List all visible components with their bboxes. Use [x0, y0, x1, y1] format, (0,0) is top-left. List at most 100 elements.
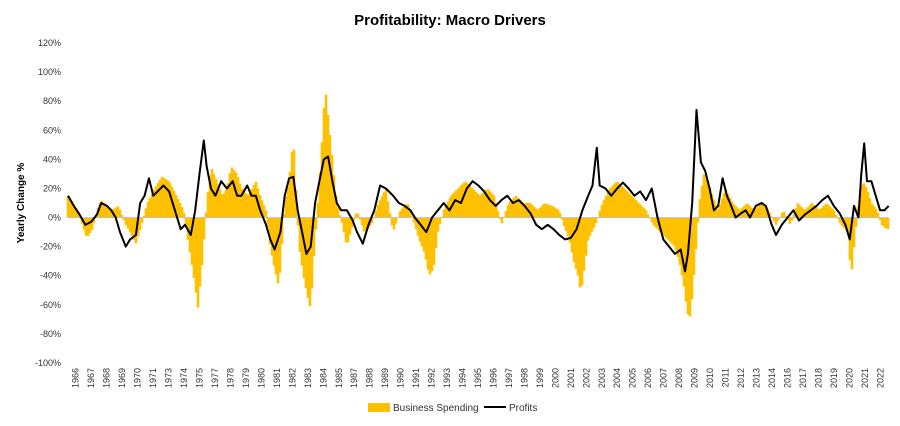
bar: [338, 215, 342, 218]
bar: [476, 193, 480, 218]
bar: [546, 204, 550, 218]
bar: [816, 208, 820, 218]
bar: [504, 211, 508, 218]
bar: [466, 183, 470, 218]
x-tick-label: 2008: [674, 368, 684, 388]
bar: [174, 194, 178, 218]
bar: [586, 217, 590, 241]
bar: [282, 214, 286, 218]
bar: [626, 192, 630, 218]
legend-label-profits: Profits: [509, 403, 537, 414]
bar: [604, 196, 608, 218]
x-tick-label: 1992: [427, 368, 437, 388]
bar: [680, 217, 684, 276]
bar: [852, 217, 856, 248]
bar: [700, 185, 704, 218]
bar: [144, 208, 148, 218]
y-tick-label: 40%: [43, 154, 61, 164]
bar: [770, 216, 774, 218]
x-tick-label: 2020: [844, 368, 854, 388]
bar: [68, 198, 72, 218]
y-tick-label: 0%: [48, 213, 61, 223]
x-tick-label: 1983: [303, 368, 313, 388]
bar: [590, 217, 594, 232]
bar: [210, 169, 214, 218]
bar: [752, 209, 756, 218]
x-tick-label: 1980: [256, 368, 266, 388]
bar: [444, 205, 448, 218]
bar: [492, 195, 496, 218]
y-tick-label: -60%: [40, 300, 61, 310]
bar: [880, 217, 884, 226]
bar: [242, 191, 246, 218]
bar: [92, 217, 96, 223]
bar: [836, 217, 840, 219]
bar: [664, 217, 668, 238]
bar: [636, 202, 640, 218]
x-tick-label: 1997: [504, 368, 514, 388]
bar: [828, 206, 832, 218]
bar: [802, 209, 806, 218]
bar: [424, 217, 428, 260]
bar: [552, 207, 556, 218]
bar: [650, 217, 654, 223]
bar: [110, 209, 114, 218]
chart-title: Profitability: Macro Drivers: [354, 12, 546, 29]
bar: [120, 214, 124, 218]
bar: [390, 217, 394, 226]
bar: [432, 217, 436, 265]
bar: [198, 217, 202, 287]
bar: [406, 204, 410, 218]
bar: [774, 217, 778, 225]
y-tick-label: 120%: [38, 38, 61, 48]
bar: [748, 205, 752, 218]
bar: [146, 201, 150, 218]
bar: [382, 192, 386, 218]
bar: [290, 151, 294, 218]
bar: [326, 114, 330, 218]
y-tick-layer: 120% 100% 80% 60% 40% 20% 0% -20% -40% -60% -80% -1…: [35, 38, 61, 368]
bar: [704, 177, 708, 218]
bar: [572, 217, 576, 263]
bar: [248, 192, 252, 218]
bar: [420, 217, 424, 247]
bar: [148, 197, 152, 218]
bar: [190, 217, 194, 265]
bar: [830, 208, 834, 218]
x-tick-label: 1993: [442, 368, 452, 388]
bar: [782, 211, 786, 218]
bar: [228, 173, 232, 218]
bar: [734, 206, 738, 218]
x-tick-layer: 1966 1967 1968 1969 1970 1971 1973 1974 1975 1977…: [71, 368, 886, 388]
bar: [286, 186, 290, 218]
bar: [592, 217, 596, 228]
bar: [422, 217, 426, 252]
x-tick-label: 1999: [535, 368, 545, 388]
bar: [870, 203, 874, 218]
bar: [480, 193, 484, 218]
bar: [418, 217, 422, 242]
bar: [528, 203, 532, 218]
x-tick-label: 2000: [550, 368, 560, 388]
bar: [790, 217, 794, 221]
bar: [310, 217, 314, 289]
bar: [554, 208, 558, 218]
bar: [640, 206, 644, 218]
x-tick-label: 1995: [473, 368, 483, 388]
bar: [204, 212, 208, 218]
bar: [330, 155, 334, 218]
bar: [550, 205, 554, 218]
bar: [760, 203, 764, 218]
bar: [536, 209, 540, 218]
bar: [676, 217, 680, 258]
bar: [360, 217, 364, 226]
bar: [548, 205, 552, 218]
legend-label-business-spending: Business Spending: [393, 403, 479, 414]
bar: [278, 217, 282, 273]
bar: [844, 217, 848, 230]
bar: [216, 184, 220, 218]
bar: [308, 217, 312, 307]
bar: [864, 186, 868, 218]
bar: [268, 217, 272, 245]
bar: [472, 189, 476, 218]
